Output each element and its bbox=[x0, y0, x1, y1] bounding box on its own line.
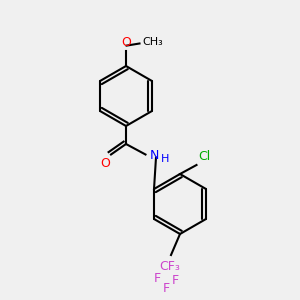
Text: Cl: Cl bbox=[198, 151, 210, 164]
Text: CF₃: CF₃ bbox=[159, 260, 180, 272]
Text: H: H bbox=[161, 154, 170, 164]
Text: O: O bbox=[121, 37, 131, 50]
Text: F: F bbox=[163, 282, 170, 295]
Text: F: F bbox=[172, 274, 179, 287]
Text: CH₃: CH₃ bbox=[142, 37, 163, 47]
Text: N: N bbox=[150, 149, 159, 163]
Text: O: O bbox=[101, 158, 110, 170]
Text: F: F bbox=[154, 272, 161, 284]
